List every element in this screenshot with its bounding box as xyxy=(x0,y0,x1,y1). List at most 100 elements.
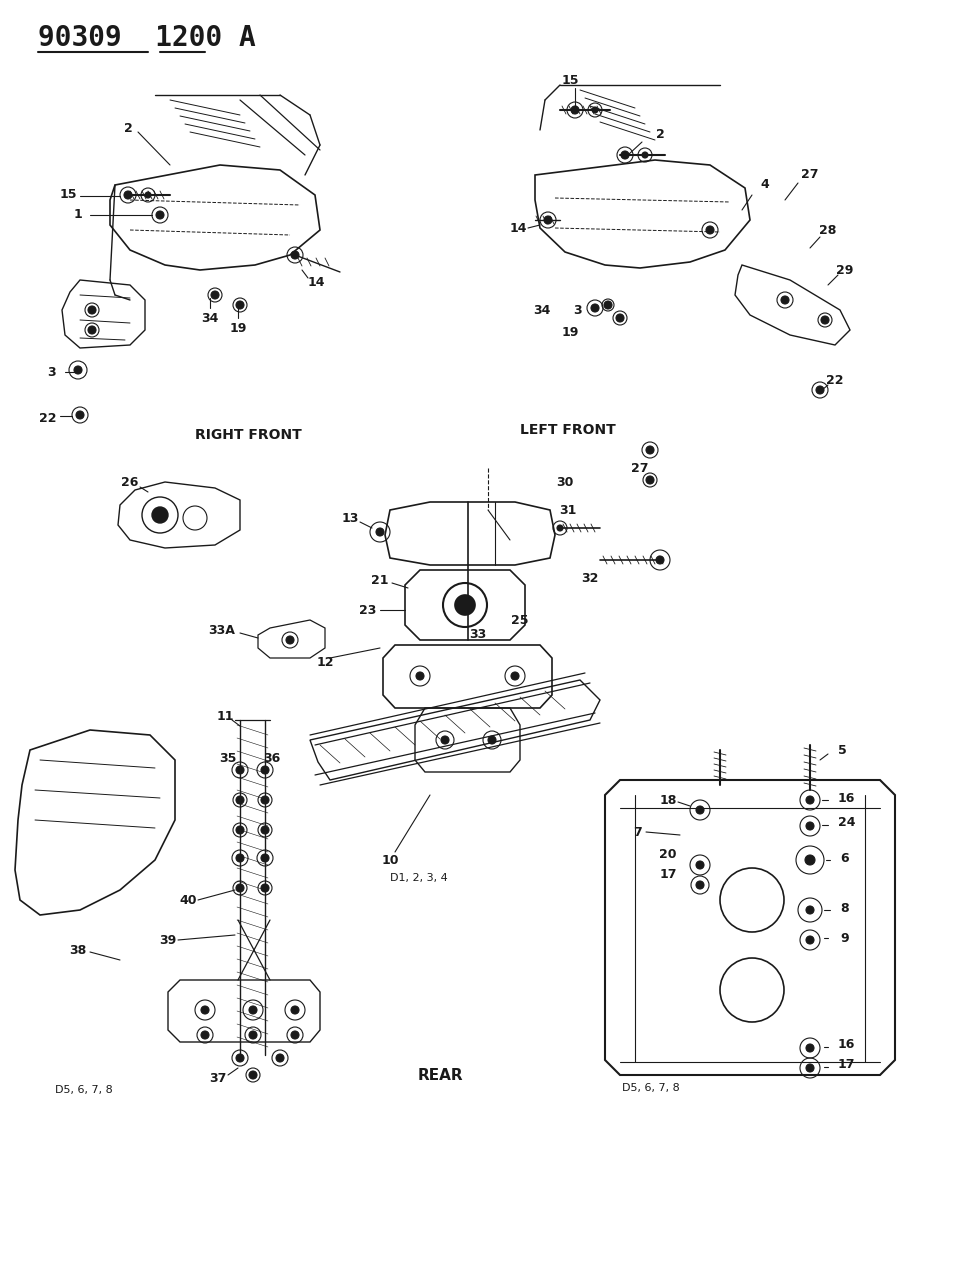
Circle shape xyxy=(74,366,82,374)
Text: 34: 34 xyxy=(201,311,219,325)
Text: 13: 13 xyxy=(342,511,359,524)
Text: D5, 6, 7, 8: D5, 6, 7, 8 xyxy=(622,1082,680,1093)
Text: 5: 5 xyxy=(838,743,847,756)
Text: 10: 10 xyxy=(381,853,399,867)
Circle shape xyxy=(604,301,612,309)
Text: 36: 36 xyxy=(263,751,281,765)
Text: 24: 24 xyxy=(838,816,856,830)
Text: 20: 20 xyxy=(659,848,677,862)
Text: D5, 6, 7, 8: D5, 6, 7, 8 xyxy=(55,1085,112,1095)
Circle shape xyxy=(291,251,299,259)
Circle shape xyxy=(616,314,624,323)
Circle shape xyxy=(806,936,814,944)
Text: 90309  1200 A: 90309 1200 A xyxy=(38,24,256,52)
Circle shape xyxy=(621,150,629,159)
Text: D1, 2, 3, 4: D1, 2, 3, 4 xyxy=(390,873,448,884)
Text: 8: 8 xyxy=(840,901,849,914)
Text: 35: 35 xyxy=(220,751,237,765)
Circle shape xyxy=(806,796,814,805)
Circle shape xyxy=(806,1044,814,1052)
Circle shape xyxy=(261,826,269,834)
Circle shape xyxy=(249,1006,257,1014)
Circle shape xyxy=(124,191,132,199)
Circle shape xyxy=(88,326,96,334)
Text: 11: 11 xyxy=(216,709,233,723)
Text: 19: 19 xyxy=(229,321,247,334)
Text: 33A: 33A xyxy=(208,623,235,636)
Text: 1: 1 xyxy=(74,209,82,222)
Text: 23: 23 xyxy=(359,603,377,617)
Circle shape xyxy=(236,884,244,892)
Text: 3: 3 xyxy=(47,366,56,379)
Circle shape xyxy=(806,822,814,830)
Circle shape xyxy=(236,826,244,834)
Text: 37: 37 xyxy=(209,1071,227,1085)
Text: 2: 2 xyxy=(124,121,133,134)
Circle shape xyxy=(201,1006,209,1014)
Circle shape xyxy=(646,446,654,454)
Circle shape xyxy=(571,106,579,113)
Text: 2: 2 xyxy=(655,129,664,142)
Text: 21: 21 xyxy=(372,574,389,586)
Circle shape xyxy=(805,856,815,864)
Text: 3: 3 xyxy=(574,303,583,316)
Circle shape xyxy=(249,1031,257,1039)
Circle shape xyxy=(76,411,84,419)
Text: LEFT FRONT: LEFT FRONT xyxy=(520,423,616,437)
Circle shape xyxy=(249,1071,257,1079)
Text: 27: 27 xyxy=(802,168,819,181)
Text: 29: 29 xyxy=(836,264,854,277)
Circle shape xyxy=(642,152,648,158)
Text: 19: 19 xyxy=(561,325,579,338)
Text: 28: 28 xyxy=(819,223,836,236)
Circle shape xyxy=(806,907,814,914)
Text: 17: 17 xyxy=(838,1058,856,1071)
Circle shape xyxy=(806,1065,814,1072)
Circle shape xyxy=(591,303,599,312)
Text: 15: 15 xyxy=(561,74,579,87)
Text: 39: 39 xyxy=(160,933,176,946)
Text: 15: 15 xyxy=(59,189,76,201)
Circle shape xyxy=(511,672,519,680)
Circle shape xyxy=(88,306,96,314)
Text: 7: 7 xyxy=(634,825,643,839)
Circle shape xyxy=(455,595,475,615)
Text: 17: 17 xyxy=(659,868,677,881)
Circle shape xyxy=(236,1054,244,1062)
Circle shape xyxy=(236,301,244,309)
Circle shape xyxy=(236,766,244,774)
Circle shape xyxy=(291,1006,299,1014)
Text: 38: 38 xyxy=(70,944,86,956)
Circle shape xyxy=(592,107,598,113)
Text: 32: 32 xyxy=(582,571,598,584)
Circle shape xyxy=(821,316,829,324)
Text: 27: 27 xyxy=(631,462,649,474)
Circle shape xyxy=(656,556,664,564)
Circle shape xyxy=(236,796,244,805)
Circle shape xyxy=(816,386,824,394)
Text: 12: 12 xyxy=(317,655,334,668)
Circle shape xyxy=(557,525,563,530)
Circle shape xyxy=(211,291,219,300)
Circle shape xyxy=(544,215,552,224)
Text: 30: 30 xyxy=(557,476,574,488)
Circle shape xyxy=(276,1054,284,1062)
Circle shape xyxy=(201,1031,209,1039)
Circle shape xyxy=(696,806,704,813)
Circle shape xyxy=(261,766,269,774)
Text: 22: 22 xyxy=(827,374,844,386)
Text: 6: 6 xyxy=(840,852,849,864)
Text: 4: 4 xyxy=(761,179,770,191)
Circle shape xyxy=(781,296,789,303)
Text: 14: 14 xyxy=(509,222,527,235)
Circle shape xyxy=(706,226,714,235)
Circle shape xyxy=(291,1031,299,1039)
Circle shape xyxy=(696,861,704,870)
Text: RIGHT FRONT: RIGHT FRONT xyxy=(195,428,302,442)
Circle shape xyxy=(261,796,269,805)
Text: 26: 26 xyxy=(121,476,138,488)
Text: 22: 22 xyxy=(40,412,57,425)
Text: 25: 25 xyxy=(511,613,529,626)
Circle shape xyxy=(376,528,384,536)
Text: 33: 33 xyxy=(469,629,487,641)
